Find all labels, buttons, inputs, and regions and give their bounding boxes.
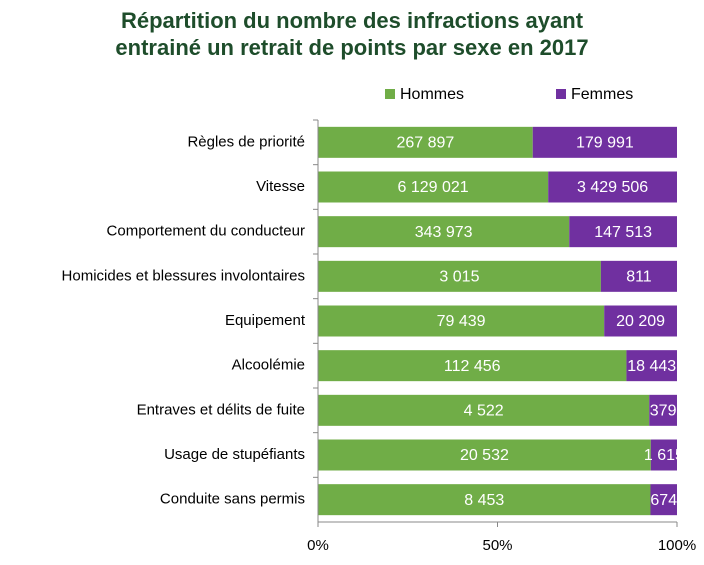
y-tick-label: Equipement bbox=[225, 312, 306, 329]
bar-segment bbox=[318, 394, 650, 426]
bar-segment bbox=[600, 260, 677, 292]
data-label: 379 bbox=[650, 403, 677, 420]
data-label: 267 897 bbox=[396, 135, 454, 152]
data-label: 20 532 bbox=[460, 447, 509, 464]
data-label: 3 429 506 bbox=[577, 179, 648, 196]
y-tick-label: Usage de stupéfiants bbox=[164, 446, 305, 463]
x-tick-label: 100% bbox=[658, 537, 696, 554]
data-label: 8 453 bbox=[464, 492, 504, 509]
bar-segment bbox=[318, 260, 601, 292]
legend-swatch bbox=[556, 89, 566, 99]
bar-segment bbox=[532, 126, 677, 158]
bar-segment bbox=[548, 171, 677, 203]
data-label: 811 bbox=[626, 269, 652, 286]
legend-swatch bbox=[385, 89, 395, 99]
data-label: 1 615 bbox=[644, 447, 684, 464]
bar-segment bbox=[649, 394, 677, 426]
data-label: 147 513 bbox=[594, 224, 652, 241]
bar-segment bbox=[604, 305, 677, 337]
data-label: 179 991 bbox=[576, 135, 634, 152]
bar-segment bbox=[650, 439, 677, 471]
data-label: 18 443 bbox=[627, 358, 676, 375]
data-label: 3 015 bbox=[439, 269, 479, 286]
y-tick-label: Conduite sans permis bbox=[160, 491, 305, 508]
bar-segment bbox=[318, 216, 570, 248]
data-label: 79 439 bbox=[437, 313, 486, 330]
bar-segment bbox=[650, 484, 677, 516]
y-tick-label: Entraves et délits de fuite bbox=[137, 401, 305, 418]
legend-label: Hommes bbox=[400, 86, 464, 103]
bar-segment bbox=[318, 171, 549, 203]
data-label: 112 456 bbox=[444, 358, 501, 375]
bar-segment bbox=[318, 484, 651, 516]
bar-segment bbox=[318, 126, 533, 158]
data-label: 20 209 bbox=[616, 313, 665, 330]
bar-segment bbox=[569, 216, 677, 248]
legend-label: Femmes bbox=[571, 86, 633, 103]
data-label: 674 bbox=[650, 492, 677, 509]
x-tick-label: 50% bbox=[482, 537, 512, 554]
data-label: 6 129 021 bbox=[398, 179, 469, 196]
x-tick-label: 0% bbox=[307, 537, 329, 554]
y-tick-label: Alcoolémie bbox=[232, 357, 305, 374]
data-label: 4 522 bbox=[464, 403, 504, 420]
bar-segment bbox=[318, 439, 651, 471]
chart-title: Répartition du nombre des infractions ay… bbox=[121, 8, 584, 33]
y-tick-label: Règles de priorité bbox=[187, 133, 305, 150]
bar-segment bbox=[318, 350, 627, 382]
y-tick-label: Comportement du conducteur bbox=[107, 223, 305, 240]
bar-segment bbox=[626, 350, 677, 382]
bar-segment bbox=[318, 305, 605, 337]
data-label: 343 973 bbox=[415, 224, 473, 241]
chart-title: entrainé un retrait de points par sexe e… bbox=[115, 35, 588, 60]
y-tick-label: Homicides et blessures involontaires bbox=[62, 267, 305, 284]
y-tick-label: Vitesse bbox=[256, 178, 305, 195]
